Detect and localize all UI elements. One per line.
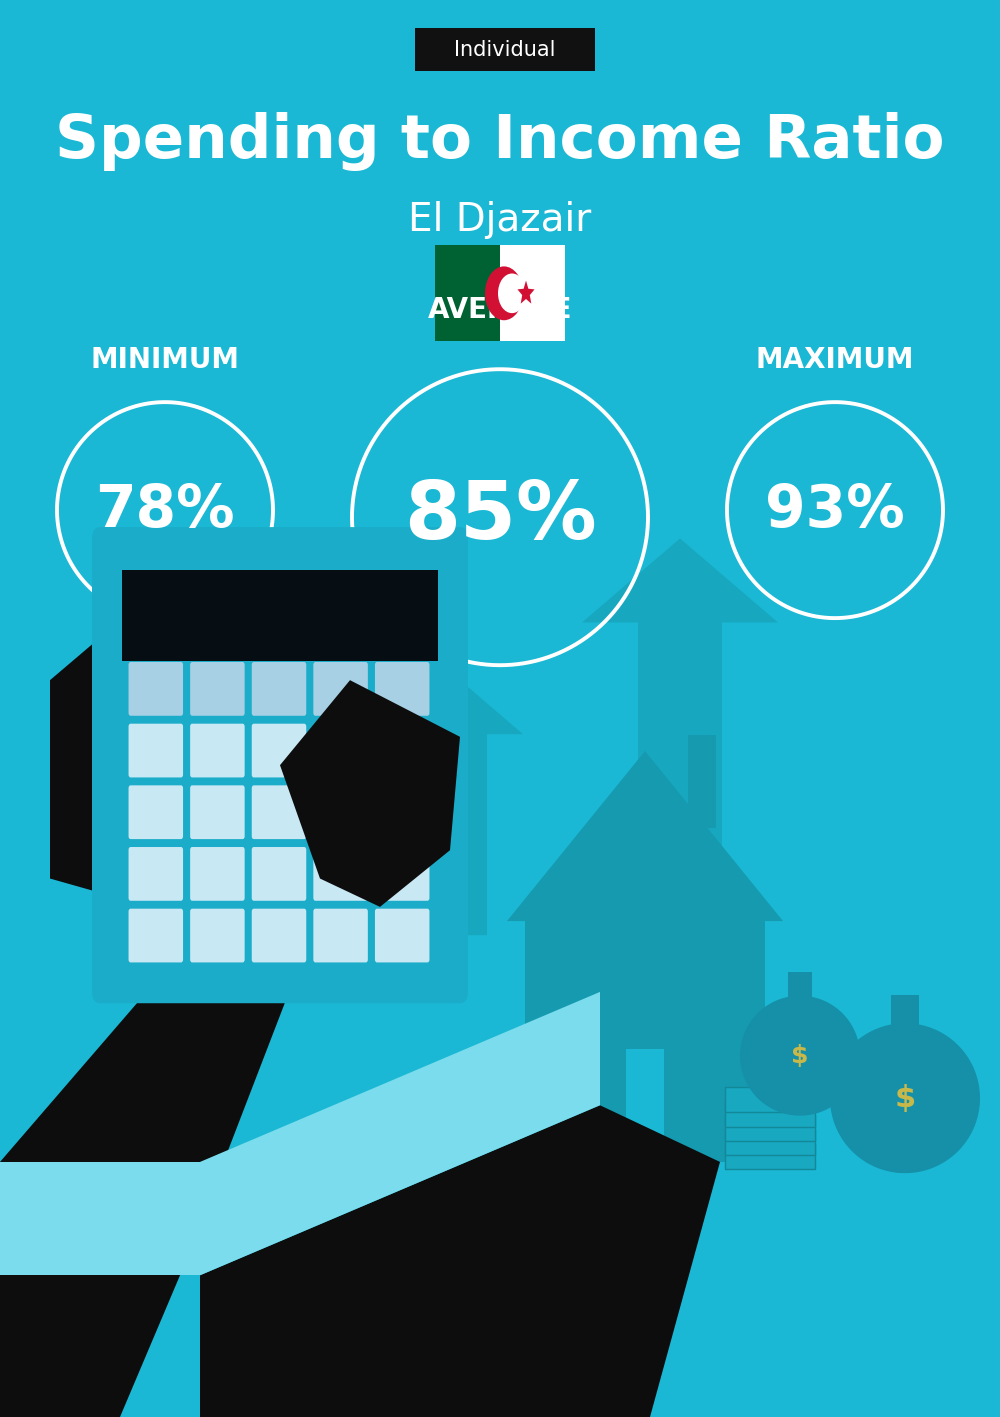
Polygon shape (507, 751, 783, 921)
FancyBboxPatch shape (122, 570, 438, 660)
Polygon shape (280, 680, 460, 907)
Polygon shape (0, 1162, 200, 1275)
FancyBboxPatch shape (725, 1115, 815, 1141)
Polygon shape (50, 595, 220, 907)
FancyBboxPatch shape (190, 662, 245, 716)
Circle shape (485, 266, 523, 320)
FancyBboxPatch shape (525, 921, 765, 1162)
Polygon shape (0, 907, 300, 1417)
Text: $: $ (894, 1084, 916, 1112)
FancyBboxPatch shape (725, 1129, 815, 1155)
FancyBboxPatch shape (375, 847, 429, 901)
FancyBboxPatch shape (190, 724, 245, 778)
FancyBboxPatch shape (375, 662, 429, 716)
Circle shape (498, 273, 526, 313)
FancyBboxPatch shape (252, 847, 306, 901)
Polygon shape (200, 992, 600, 1275)
FancyBboxPatch shape (190, 847, 245, 901)
Text: 85%: 85% (404, 478, 596, 557)
Text: 93%: 93% (765, 482, 905, 538)
FancyBboxPatch shape (415, 28, 595, 71)
Polygon shape (517, 281, 535, 303)
FancyBboxPatch shape (375, 908, 429, 962)
FancyBboxPatch shape (313, 785, 368, 839)
FancyBboxPatch shape (129, 908, 183, 962)
Polygon shape (740, 996, 860, 1115)
FancyBboxPatch shape (313, 724, 368, 778)
FancyBboxPatch shape (129, 785, 183, 839)
FancyBboxPatch shape (626, 1049, 664, 1162)
FancyBboxPatch shape (129, 662, 183, 716)
FancyBboxPatch shape (891, 995, 919, 1030)
FancyBboxPatch shape (129, 724, 183, 778)
Text: MAXIMUM: MAXIMUM (756, 346, 914, 374)
FancyBboxPatch shape (688, 735, 716, 828)
FancyBboxPatch shape (313, 908, 368, 962)
Polygon shape (397, 680, 523, 935)
FancyBboxPatch shape (500, 245, 565, 341)
Polygon shape (582, 538, 778, 879)
FancyBboxPatch shape (313, 847, 368, 901)
FancyBboxPatch shape (725, 1087, 815, 1112)
FancyBboxPatch shape (92, 527, 468, 1003)
Text: AVERAGE: AVERAGE (428, 296, 572, 324)
FancyBboxPatch shape (252, 908, 306, 962)
FancyBboxPatch shape (129, 847, 183, 901)
FancyBboxPatch shape (725, 1101, 815, 1127)
FancyBboxPatch shape (190, 908, 245, 962)
Polygon shape (830, 1023, 980, 1173)
FancyBboxPatch shape (788, 972, 812, 1003)
FancyBboxPatch shape (252, 724, 306, 778)
FancyBboxPatch shape (252, 785, 306, 839)
Text: Individual: Individual (454, 40, 556, 60)
FancyBboxPatch shape (313, 662, 368, 716)
Text: Spending to Income Ratio: Spending to Income Ratio (55, 112, 945, 171)
Text: MINIMUM: MINIMUM (90, 346, 240, 374)
Text: $: $ (791, 1044, 809, 1067)
Text: El Djazair: El Djazair (408, 201, 592, 238)
FancyBboxPatch shape (190, 785, 245, 839)
FancyBboxPatch shape (435, 245, 500, 341)
Polygon shape (200, 1105, 720, 1417)
FancyBboxPatch shape (252, 662, 306, 716)
Text: 78%: 78% (95, 482, 235, 538)
FancyBboxPatch shape (725, 1144, 815, 1169)
FancyBboxPatch shape (375, 785, 429, 839)
FancyBboxPatch shape (375, 724, 429, 778)
